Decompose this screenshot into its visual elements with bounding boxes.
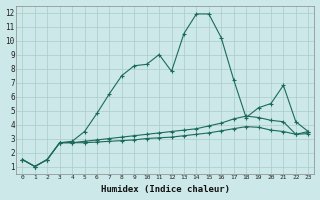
X-axis label: Humidex (Indice chaleur): Humidex (Indice chaleur) [101, 185, 230, 194]
